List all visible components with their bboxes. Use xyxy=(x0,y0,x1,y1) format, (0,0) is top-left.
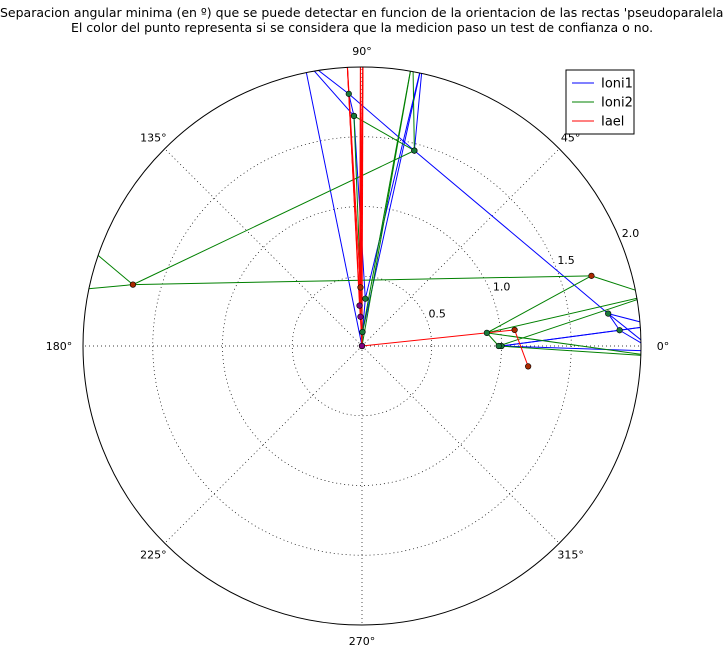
angle-tick-label: 315° xyxy=(557,549,584,562)
data-point xyxy=(605,310,612,317)
angle-tick-label: 45° xyxy=(561,131,581,144)
series-line-segment xyxy=(486,275,592,334)
angle-tick-label: 270° xyxy=(349,635,376,648)
series-line-segment xyxy=(132,150,415,286)
series-line-segment xyxy=(361,298,366,333)
angular-grid-line-45 xyxy=(361,148,560,347)
series-line-segment xyxy=(412,67,415,151)
angle-tick-label: 180° xyxy=(46,340,73,353)
data-point xyxy=(483,329,490,336)
data-point xyxy=(356,302,363,309)
data-point xyxy=(588,272,595,279)
series-line-segment xyxy=(303,67,350,95)
series-line-segment xyxy=(591,275,641,296)
data-point xyxy=(511,326,518,334)
series-line-segment xyxy=(619,329,641,352)
radial-tick-label: 1.5 xyxy=(557,254,575,267)
radial-tick-label: 1.0 xyxy=(493,281,511,294)
angular-grid-line-315 xyxy=(361,345,560,544)
data-point xyxy=(362,295,369,302)
series-line-segment xyxy=(359,67,363,347)
angle-tick-label: 135° xyxy=(140,131,167,144)
series-line-segment xyxy=(486,294,641,334)
chart-title: Separacion angular minima (en º) que se … xyxy=(0,5,724,20)
data-point xyxy=(345,90,352,97)
radial-grid-circle-2 xyxy=(152,136,572,556)
series-line-segment xyxy=(361,67,414,347)
angle-tick-label: 225° xyxy=(140,549,167,562)
legend: Ioni1 Ioni2 Iael xyxy=(565,69,635,135)
data-point xyxy=(357,313,364,320)
data-point xyxy=(358,342,366,350)
series-line-segment xyxy=(514,329,529,367)
series-line-segment xyxy=(83,284,133,291)
series-line-segment xyxy=(501,345,641,352)
legend-entry-label: Iael xyxy=(601,115,624,130)
data-point xyxy=(525,363,532,370)
data-point xyxy=(616,327,623,334)
legend-entry-label: Ioni2 xyxy=(601,96,633,111)
series-line-segment xyxy=(364,67,424,299)
series-line-segment xyxy=(346,67,363,347)
points-layer xyxy=(129,90,623,370)
legend-box xyxy=(565,69,635,135)
radial-tick-label: 2.0 xyxy=(622,227,640,240)
data-point xyxy=(411,147,418,154)
series-line-segment xyxy=(619,325,641,331)
data-point xyxy=(359,328,366,336)
series-line-segment xyxy=(607,313,621,331)
series-line-segment xyxy=(86,245,134,286)
data-point xyxy=(495,342,502,350)
series-line-segment xyxy=(353,115,415,152)
data-point xyxy=(357,284,364,291)
series-line-segment xyxy=(498,345,641,357)
angular-grid-line-225 xyxy=(164,345,363,544)
series-line-segment xyxy=(486,332,641,357)
angular-grid-line-135 xyxy=(164,148,363,347)
chart-subtitle: El color del punto representa si se cons… xyxy=(70,20,654,35)
data-point xyxy=(350,112,358,120)
angle-tick-label: 90° xyxy=(352,45,372,58)
series-line-segment xyxy=(498,294,641,347)
series-line-segment xyxy=(414,150,609,314)
radial-tick-label: 0.5 xyxy=(428,307,446,320)
angle-tick-label: 0° xyxy=(657,340,670,353)
legend-entry-label: Ioni1 xyxy=(601,77,633,92)
series-line-segment xyxy=(413,67,424,151)
series-line-segment xyxy=(608,313,641,327)
series-line-segment xyxy=(607,313,641,352)
tick-labels: 0° 45° 90° 135° 180° 225° 270° 315° 0.5 1.0 1.5 2.0 xyxy=(46,45,670,648)
plot-boundary xyxy=(82,66,642,626)
series-line-segment xyxy=(303,67,363,347)
data-point xyxy=(129,281,137,288)
